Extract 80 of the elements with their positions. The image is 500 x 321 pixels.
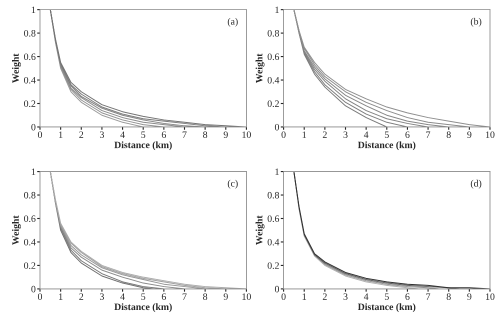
x-tick-label: 0 [38,131,42,138]
x-tick-label: 10 [486,293,494,300]
x-tick-label: 4 [120,131,125,138]
x-tick-label: 3 [100,131,104,138]
x-tick-label: 7 [426,293,430,300]
x-tick-label: 5 [384,293,389,300]
y-tick-label: 0.4 [268,76,280,84]
x-tick-label: 1 [59,131,62,138]
y-tick-label: 0.6 [24,53,36,60]
annotation: (a) [228,18,238,27]
x-tick-label: 5 [141,293,146,300]
x-tick-label: 2 [322,293,327,300]
x-tick-label: 1 [302,293,306,300]
y-tick-label: 0.2 [268,262,279,269]
y-tick-label: 0 [31,286,36,292]
x-tick-label: 7 [182,293,187,300]
y-tick-label: 0.8 [268,192,280,199]
x-tick-label: 6 [405,131,410,138]
x-tick-label: 2 [322,131,327,138]
y-tick-label: 0 [31,124,36,130]
x-tick-label: 0 [282,293,286,300]
x-tick-label: 1 [59,293,62,300]
x-axis-title: Distance (km) [358,303,416,312]
x-tick-label: 10 [486,131,494,138]
x-tick-label: 8 [446,131,451,138]
y-tick-label: 0.6 [24,215,36,222]
x-tick-label: 4 [364,131,368,138]
x-tick-label: 0 [38,293,42,300]
x-tick-label: 7 [426,132,430,138]
x-tick-label: 9 [224,131,228,138]
x-tick-label: 9 [467,131,472,138]
x-tick-label: 8 [203,131,208,138]
y-tick-label: 0.2 [24,262,36,269]
y-tick-label: 0 [274,124,280,130]
x-tick-label: 3 [344,293,348,300]
y-axis-title: Weight [12,215,21,245]
y-axis-title: Weight [256,53,264,84]
x-axis-title: Distance (km) [114,141,172,150]
y-tick-label: 0.8 [268,30,280,37]
annotation: (c) [228,180,238,189]
x-tick-label: 9 [224,293,228,300]
x-tick-label: 10 [242,131,251,138]
x-tick-label: 6 [405,293,410,300]
annotation: (b) [470,18,482,27]
x-tick-label: 10 [242,293,251,300]
x-tick-label: 5 [141,132,146,138]
x-tick-label: 2 [79,131,84,138]
x-tick-label: 0 [282,131,286,138]
annotation: (d) [470,180,482,189]
y-tick-label: 0.4 [268,238,280,246]
x-tick-label: 5 [384,132,389,138]
y-tick-label: 0 [274,286,280,292]
x-tick-label: 4 [364,293,368,300]
x-tick-label: 7 [182,132,187,138]
x-tick-label: 4 [120,293,125,300]
x-axis-title: Distance (km) [114,303,172,312]
y-tick-label: 1 [275,168,279,175]
x-tick-label: 9 [467,293,472,300]
x-tick-label: 3 [344,131,348,138]
x-tick-label: 6 [162,131,166,138]
x-tick-label: 8 [203,293,208,300]
y-tick-label: 0.2 [268,100,279,108]
x-tick-label: 3 [100,293,104,300]
y-tick-label: 0.4 [24,238,36,246]
y-tick-label: 0.6 [268,215,280,222]
x-tick-label: 1 [302,131,306,138]
y-tick-label: 0.4 [24,76,36,84]
x-axis-title: Distance (km) [358,141,416,150]
y-axis-title: Weight [256,215,264,245]
y-tick-label: 0.6 [268,53,280,60]
y-tick-label: 0.8 [24,192,36,199]
x-tick-label: 8 [446,293,451,300]
x-tick-label: 2 [79,293,84,300]
x-tick-label: 6 [162,293,166,300]
y-tick-label: 1 [275,6,279,14]
y-tick-label: 1 [32,6,36,14]
y-tick-label: 1 [32,168,36,175]
y-tick-label: 0.2 [24,100,36,108]
y-tick-label: 0.8 [24,30,36,37]
y-axis-title: Weight [12,53,21,84]
